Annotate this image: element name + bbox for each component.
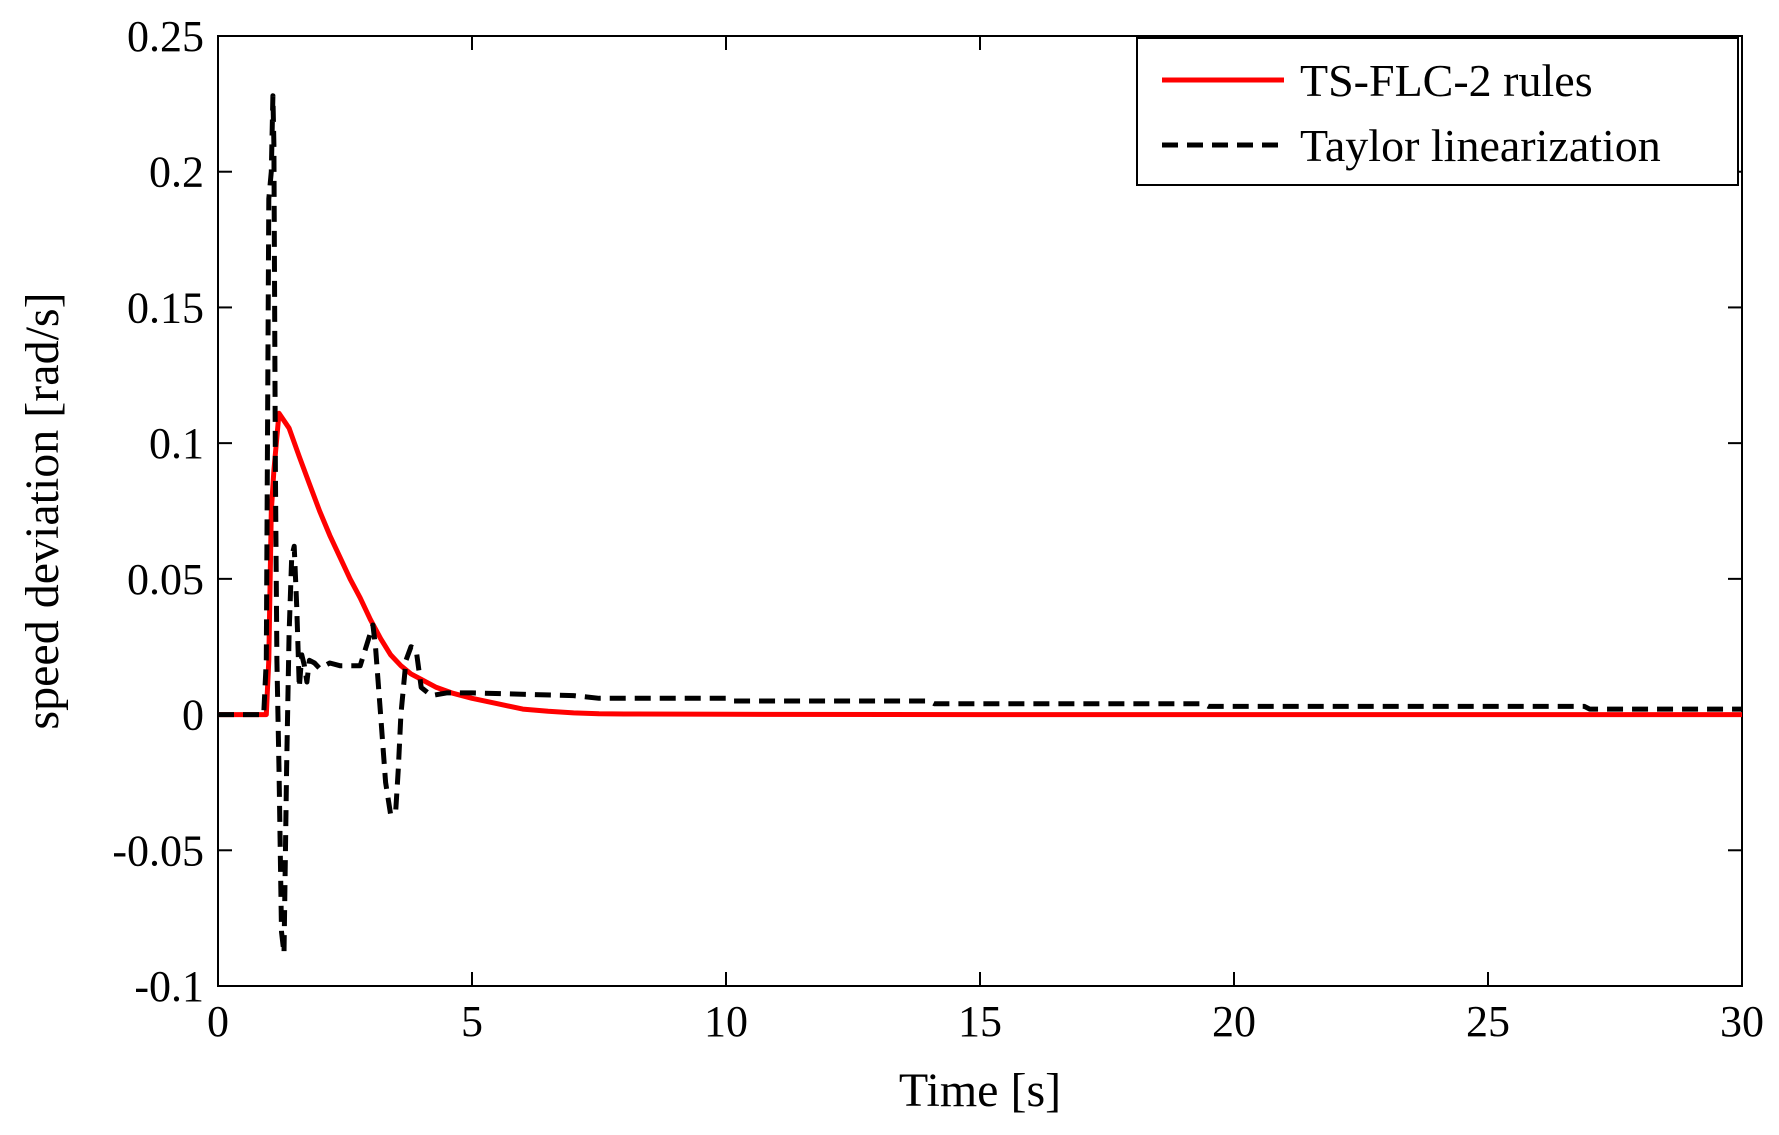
x-tick-label: 25 — [1466, 997, 1510, 1046]
y-tick-label: 0.2 — [149, 148, 204, 197]
y-axis-ticks: -0.1 -0.05 0 0.05 0.1 0.15 0.2 0.25 — [112, 12, 1742, 1011]
y-tick-label: 0.1 — [149, 419, 204, 468]
x-tick-label: 20 — [1212, 997, 1256, 1046]
legend-box — [1136, 37, 1739, 186]
x-tick-label: 30 — [1720, 997, 1764, 1046]
legend-label-ts-flc: TS-FLC-2 rules — [1300, 55, 1593, 106]
series-line-taylor — [218, 93, 1742, 956]
y-tick-label: 0.15 — [127, 283, 204, 332]
series-line-ts-flc — [218, 410, 1742, 718]
y-tick-label: 0 — [182, 691, 204, 740]
legend-label-taylor: Taylor linearization — [1300, 120, 1661, 171]
x-tick-label: 15 — [958, 997, 1002, 1046]
x-axis-label: Time [s] — [899, 1064, 1061, 1117]
plot-frame — [217, 35, 1743, 987]
y-tick-label: 0.25 — [127, 12, 204, 61]
x-tick-label: 10 — [704, 997, 748, 1046]
y-axis-label: speed deviation [rad/s] — [16, 292, 69, 729]
y-tick-label: -0.05 — [112, 826, 204, 875]
series-layer — [218, 93, 1742, 956]
y-tick-label: -0.1 — [134, 962, 204, 1011]
x-tick-label: 0 — [207, 997, 229, 1046]
x-tick-label: 5 — [461, 997, 483, 1046]
y-tick-label: 0.05 — [127, 555, 204, 604]
legend: TS-FLC-2 rules Taylor linearization — [1136, 37, 1739, 186]
